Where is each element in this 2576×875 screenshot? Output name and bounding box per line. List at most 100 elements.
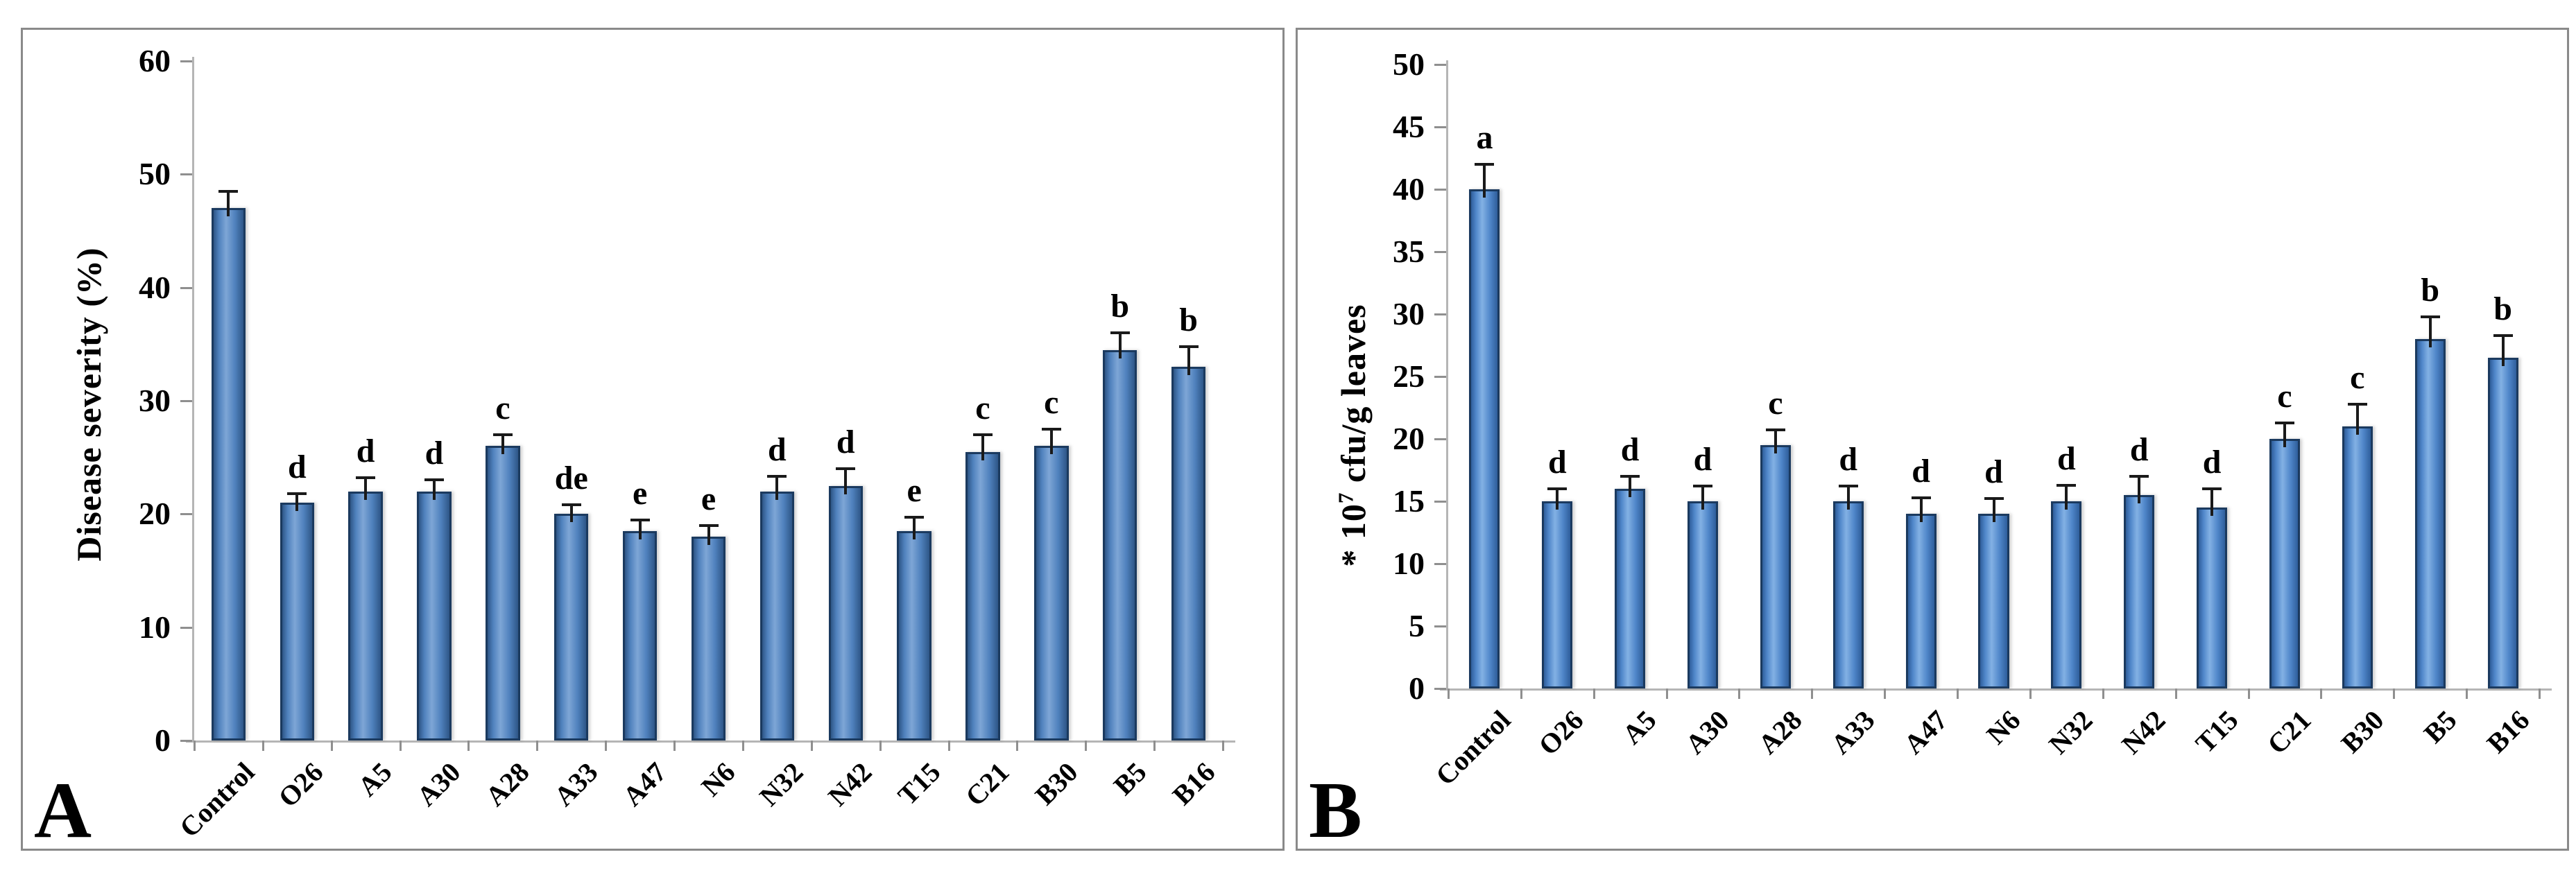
error-bar xyxy=(1187,346,1190,375)
x-tick xyxy=(2102,688,2104,699)
error-bar-cap xyxy=(1041,427,1061,431)
y-tick-label: 40 xyxy=(139,269,171,305)
x-tick xyxy=(741,740,744,751)
x-tick xyxy=(1665,688,1668,699)
error-bar xyxy=(433,480,436,500)
x-tick xyxy=(1222,740,1224,751)
sig-letter: b xyxy=(1179,301,1198,338)
y-tick-label: 30 xyxy=(1393,296,1425,331)
x-tick xyxy=(1884,688,1887,699)
sig-letter: e xyxy=(701,480,716,517)
y-tick xyxy=(1434,625,1446,627)
sig-letter: d xyxy=(2202,444,2222,480)
bar-a5 xyxy=(348,491,383,740)
y-tick xyxy=(1434,438,1446,440)
error-bar-cap xyxy=(2493,333,2513,337)
error-bar xyxy=(638,519,642,539)
sig-letter: a xyxy=(1476,119,1493,156)
y-axis-line xyxy=(1446,60,1448,691)
error-bar xyxy=(913,517,916,539)
sig-letter: b xyxy=(2493,290,2512,327)
error-bar xyxy=(707,525,710,545)
y-tick xyxy=(1434,251,1446,253)
x-category-label: O26 xyxy=(1532,704,1590,761)
x-category-label: O26 xyxy=(272,756,329,813)
bar-c21 xyxy=(965,451,1000,740)
y-tick-label: 50 xyxy=(1393,46,1425,82)
x-axis-line xyxy=(1440,688,2552,691)
x-tick xyxy=(1592,688,1595,699)
bar-n42 xyxy=(828,485,863,740)
x-category-label: B5 xyxy=(2417,704,2463,750)
sig-letter: b xyxy=(1110,288,1130,324)
x-category-label: A33 xyxy=(1824,704,1881,761)
error-bar-cap xyxy=(492,433,513,436)
error-bar xyxy=(2210,489,2214,516)
x-tick xyxy=(467,740,470,751)
x-tick xyxy=(1520,688,1522,699)
error-bar-cap xyxy=(1984,497,2004,501)
bar-b5 xyxy=(1102,349,1137,740)
error-bar xyxy=(1118,333,1122,358)
x-tick xyxy=(330,740,333,751)
panel-label-b: B xyxy=(1309,766,1362,855)
y-tick xyxy=(1434,688,1446,690)
bar-b30 xyxy=(2342,426,2373,688)
bar-n32 xyxy=(759,491,795,740)
y-tick-label: 50 xyxy=(139,156,171,192)
x-category-label: N6 xyxy=(694,756,741,803)
x-category-label: A30 xyxy=(1679,704,1735,761)
error-bar xyxy=(775,476,779,500)
x-tick xyxy=(261,740,264,751)
plot-area-a: 0 10 20 30 40 50 60 Control d O26 d A5 d A30 c A28 de A33… xyxy=(139,43,1235,843)
error-bar-cap xyxy=(1620,475,1640,478)
sig-letter: d xyxy=(768,431,787,469)
x-tick xyxy=(2320,688,2323,699)
error-bar-cap xyxy=(630,518,650,521)
bar-control xyxy=(1469,189,1500,688)
x-tick xyxy=(2393,688,2396,699)
y-tick xyxy=(180,513,192,516)
y-tick xyxy=(1434,64,1446,66)
bar-t15 xyxy=(897,530,931,740)
sig-letter: d xyxy=(2057,440,2076,477)
bar-a33 xyxy=(1832,501,1864,688)
error-bar xyxy=(2065,485,2068,510)
error-bar xyxy=(2501,335,2505,366)
error-bar-cap xyxy=(356,476,376,480)
x-category-label: N32 xyxy=(2043,704,2099,761)
error-bar xyxy=(1629,476,1632,497)
x-tick xyxy=(2029,688,2032,699)
x-tick xyxy=(1016,740,1019,751)
bar-t15 xyxy=(2197,508,2228,688)
x-category-label: N42 xyxy=(2115,704,2172,761)
y-tick-label: 20 xyxy=(139,496,171,532)
y-tick xyxy=(1434,376,1446,378)
error-bar xyxy=(1774,430,1777,453)
bar-o26 xyxy=(1542,501,1573,688)
x-tick xyxy=(399,740,402,751)
x-category-label: Control xyxy=(173,756,261,844)
x-category-label: B16 xyxy=(2480,704,2536,759)
y-tick xyxy=(1434,313,1446,315)
x-tick xyxy=(1957,688,1959,699)
x-category-label: B30 xyxy=(1029,756,1084,811)
x-tick xyxy=(1811,688,1814,699)
error-bar xyxy=(501,435,504,455)
sig-letter: c xyxy=(495,390,510,426)
error-bar-cap xyxy=(836,467,856,470)
y-tick-label: 60 xyxy=(139,43,171,78)
error-bar xyxy=(844,469,848,494)
x-tick xyxy=(810,740,813,751)
y-tick-label: 0 xyxy=(1409,670,1425,706)
y-tick-label: 5 xyxy=(1409,608,1425,643)
y-tick xyxy=(180,626,192,629)
sig-letter: d xyxy=(287,448,307,485)
error-bar-cap xyxy=(424,478,445,482)
panel-label-a: A xyxy=(34,766,92,855)
y-tick xyxy=(180,60,192,62)
x-category-label: A28 xyxy=(1751,704,1808,761)
y-tick-label: 30 xyxy=(139,383,171,418)
error-bar xyxy=(1483,164,1486,198)
sig-letter: d xyxy=(356,433,375,470)
